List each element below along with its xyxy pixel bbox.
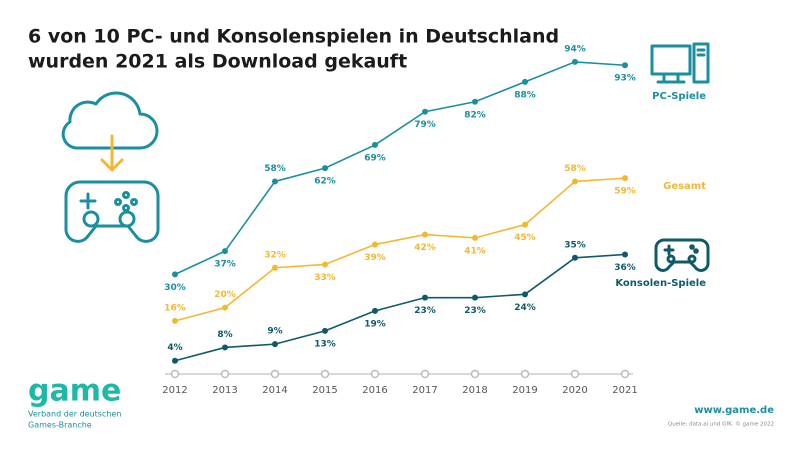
value-label: 58% bbox=[264, 164, 286, 174]
data-point bbox=[422, 294, 428, 301]
chart-title: 6 von 10 PC- und Konsolenspielen in Deut… bbox=[28, 26, 559, 48]
data-point bbox=[472, 294, 478, 301]
x-tick-label: 2021 bbox=[612, 385, 637, 396]
x-tick-label: 2017 bbox=[412, 385, 437, 396]
value-label: 30% bbox=[164, 283, 186, 293]
value-label: 35% bbox=[564, 240, 586, 250]
series-line bbox=[174, 177, 626, 322]
value-label: 69% bbox=[364, 153, 386, 163]
series-line bbox=[174, 253, 626, 362]
value-label: 59% bbox=[614, 187, 636, 197]
logo: game bbox=[28, 374, 121, 409]
value-label: 24% bbox=[514, 303, 536, 313]
source: Quelle: data.ai und GfK. © game 2022 bbox=[668, 421, 774, 428]
value-label: 39% bbox=[364, 253, 386, 263]
x-tick-label: 2016 bbox=[362, 385, 387, 396]
data-point bbox=[522, 221, 528, 228]
x-tick-label: 2012 bbox=[162, 385, 187, 396]
cloud-icon bbox=[61, 91, 159, 150]
x-tick-label: 2015 bbox=[312, 385, 337, 396]
series-line bbox=[174, 61, 626, 276]
value-label: 9% bbox=[267, 327, 282, 337]
x-tick bbox=[170, 369, 180, 379]
x-tick bbox=[320, 369, 330, 379]
data-point bbox=[222, 304, 228, 311]
value-label: 58% bbox=[564, 164, 586, 174]
download-arrow bbox=[100, 134, 124, 172]
x-tick bbox=[220, 369, 230, 379]
value-label: 88% bbox=[514, 90, 536, 100]
data-point bbox=[372, 141, 378, 148]
data-point bbox=[372, 241, 378, 248]
data-point bbox=[172, 317, 178, 324]
value-label: 62% bbox=[314, 177, 336, 187]
x-tick-label: 2018 bbox=[462, 385, 487, 396]
value-label: 23% bbox=[414, 306, 436, 316]
value-label: 42% bbox=[414, 243, 436, 253]
data-point bbox=[172, 357, 178, 364]
x-tick bbox=[620, 369, 630, 379]
value-label: 36% bbox=[614, 263, 636, 273]
value-label: 82% bbox=[464, 110, 486, 120]
chart-title: wurden 2021 als Download gekauft bbox=[28, 51, 407, 73]
data-point bbox=[222, 344, 228, 351]
legend-label: Gesamt bbox=[663, 181, 706, 192]
value-label: 13% bbox=[314, 339, 336, 349]
value-label: 16% bbox=[164, 303, 186, 313]
data-point bbox=[622, 62, 628, 69]
x-tick-label: 2014 bbox=[262, 385, 287, 396]
value-label: 79% bbox=[414, 120, 436, 130]
data-point bbox=[572, 254, 578, 261]
x-tick bbox=[420, 369, 430, 379]
website: www.game.de bbox=[694, 405, 774, 416]
x-tick bbox=[520, 369, 530, 379]
data-point bbox=[622, 251, 628, 258]
data-point bbox=[322, 327, 328, 334]
value-label: 23% bbox=[464, 306, 486, 316]
data-point bbox=[272, 264, 278, 271]
data-point bbox=[172, 271, 178, 278]
console-icon bbox=[654, 238, 710, 272]
value-label: 19% bbox=[364, 319, 386, 329]
x-tick bbox=[570, 369, 580, 379]
data-point bbox=[422, 108, 428, 115]
data-point bbox=[372, 307, 378, 314]
data-point bbox=[322, 261, 328, 268]
value-label: 37% bbox=[214, 260, 236, 270]
value-label: 93% bbox=[614, 74, 636, 84]
value-label: 45% bbox=[514, 233, 536, 243]
gamepad-icon bbox=[64, 180, 160, 243]
data-point bbox=[572, 58, 578, 65]
data-point bbox=[422, 231, 428, 238]
pc-icon bbox=[650, 42, 710, 84]
value-label: 94% bbox=[564, 44, 586, 54]
org-name: Games-Branche bbox=[28, 421, 92, 430]
value-label: 41% bbox=[464, 246, 486, 256]
data-point bbox=[272, 178, 278, 185]
x-tick bbox=[270, 369, 280, 379]
value-label: 20% bbox=[214, 290, 236, 300]
value-label: 8% bbox=[217, 330, 232, 340]
data-point bbox=[622, 175, 628, 182]
data-point bbox=[522, 78, 528, 85]
data-point bbox=[472, 98, 478, 105]
data-point bbox=[572, 178, 578, 185]
x-tick-label: 2013 bbox=[212, 385, 237, 396]
x-tick-label: 2019 bbox=[512, 385, 537, 396]
value-label: 32% bbox=[264, 250, 286, 260]
x-tick bbox=[470, 369, 480, 379]
data-point bbox=[222, 248, 228, 255]
x-tick bbox=[370, 369, 380, 379]
value-label: 4% bbox=[167, 343, 182, 353]
x-tick-label: 2020 bbox=[562, 385, 587, 396]
org-name: Verband der deutschen bbox=[28, 410, 121, 419]
data-point bbox=[472, 234, 478, 241]
data-point bbox=[272, 341, 278, 348]
legend-label: Konsolen-Spiele bbox=[615, 278, 706, 289]
data-point bbox=[522, 291, 528, 298]
legend-label: PC-Spiele bbox=[652, 91, 706, 102]
data-point bbox=[322, 165, 328, 172]
value-label: 33% bbox=[314, 273, 336, 283]
